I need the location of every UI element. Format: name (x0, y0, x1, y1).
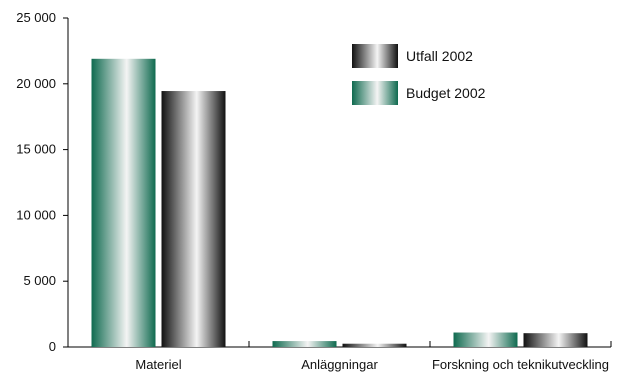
x-axis-ticks (67, 341, 612, 347)
category-label-forskning-och-teknikutveckling: Forskning och teknikutveckling (432, 357, 609, 372)
category-label-anl-ggningar: Anläggningar (301, 357, 378, 372)
y-tick-label-25000: 25 000 (16, 10, 56, 25)
y-tick-label-15000: 15 000 (16, 142, 56, 157)
category-label-materiel: Materiel (135, 357, 181, 372)
legend-swatch-utfall-2002 (352, 44, 398, 68)
y-tick-label-0: 0 (49, 339, 56, 354)
y-tick-label-5000: 5 000 (23, 273, 56, 288)
bar-materiel-budget-2002 (91, 58, 156, 348)
bar-materiel-utfall-2002 (161, 91, 226, 348)
x-axis: Materiel Anläggningar Forskning och teknik… (67, 341, 612, 372)
y-tick-label-10000: 10 000 (16, 207, 56, 222)
y-axis: 0 5 000 10 000 15 000 20 000 25 000 (16, 10, 69, 354)
bar-forskning-och-teknikutveckling-budget-2002 (453, 332, 518, 347)
bars (91, 58, 588, 348)
bar-forskning-och-teknikutveckling-utfall-2002 (523, 333, 588, 347)
legend-swatch-budget-2002 (352, 81, 398, 105)
legend: Utfall 2002 Budget 2002 (352, 44, 486, 105)
y-axis-ticks (63, 17, 68, 348)
bar-anl-ggningar-utfall-2002 (342, 343, 407, 347)
legend-label-utfall-2002: Utfall 2002 (406, 48, 473, 64)
y-tick-label-20000: 20 000 (16, 76, 56, 91)
bar-anl-ggningar-budget-2002 (272, 341, 337, 347)
legend-label-budget-2002: Budget 2002 (406, 85, 486, 101)
x-axis-category-labels: Materiel Anläggningar Forskning och teknik… (135, 357, 609, 372)
y-axis-tick-labels: 0 5 000 10 000 15 000 20 000 25 000 (16, 10, 56, 354)
